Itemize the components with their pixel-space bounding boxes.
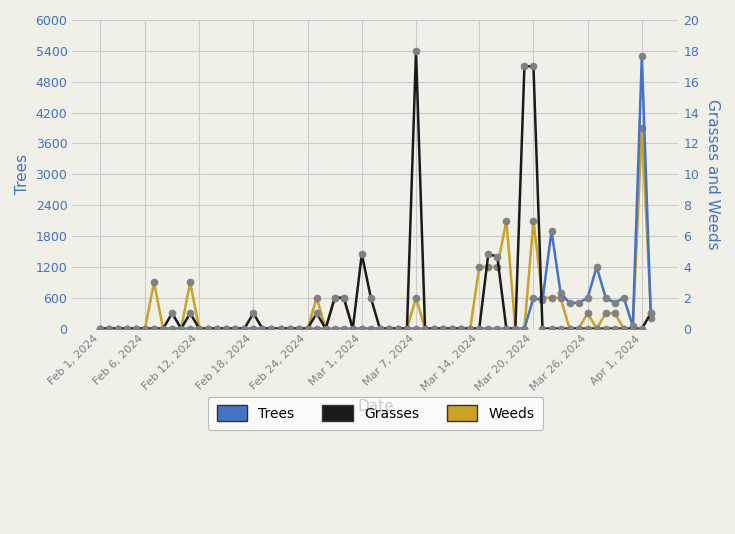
Y-axis label: Grasses and Weeds: Grasses and Weeds — [705, 99, 720, 249]
X-axis label: Date: Date — [357, 398, 394, 413]
Legend: Trees, Grasses, Weeds: Trees, Grasses, Weeds — [208, 397, 542, 430]
Y-axis label: Trees: Trees — [15, 154, 30, 194]
